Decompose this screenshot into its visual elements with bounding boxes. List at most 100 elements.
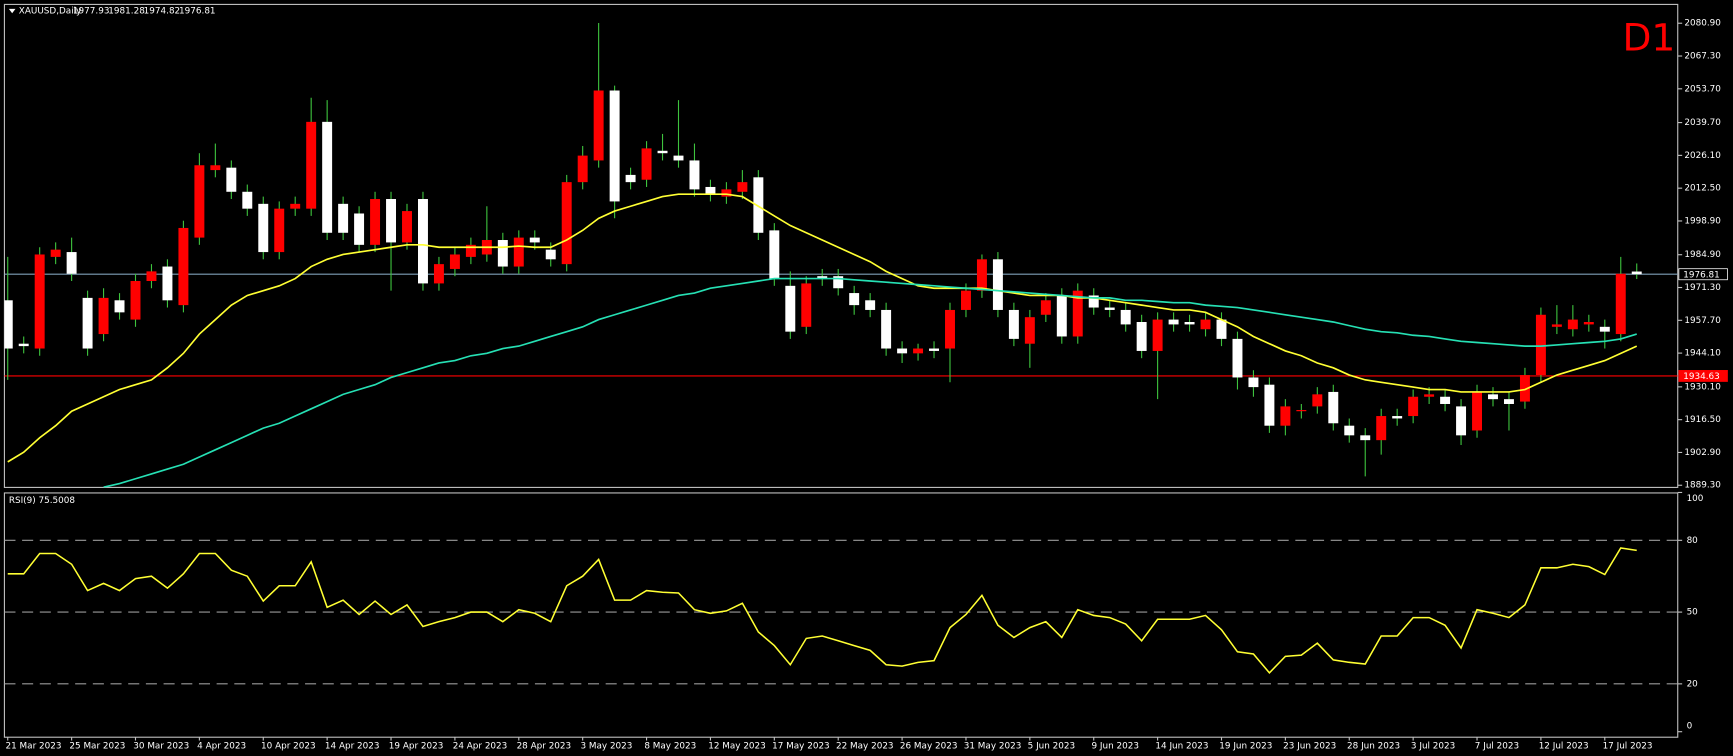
candle-body (1360, 435, 1371, 441)
x-tick-label: 19 Apr 2023 (389, 742, 444, 752)
candle-body (322, 121, 333, 233)
x-tick-label: 14 Jun 2023 (1155, 742, 1208, 752)
y-tick-label: 2053.70 (1684, 84, 1721, 94)
candle-body (1120, 309, 1131, 325)
candle-body (881, 309, 892, 349)
candle-body (1056, 295, 1067, 337)
candle-body (1200, 319, 1211, 330)
x-tick-label: 4 Apr 2023 (197, 742, 246, 752)
candle-body (1424, 394, 1435, 397)
candle-body (960, 290, 971, 310)
x-tick-label: 28 Apr 2023 (517, 742, 572, 752)
candle-body (1408, 396, 1419, 417)
x-tick-label: 7 Jul 2023 (1475, 742, 1519, 752)
candle-body (833, 276, 844, 289)
candle-body (402, 211, 412, 243)
candle-body (1168, 319, 1179, 325)
x-tick-label: 23 Jun 2023 (1283, 742, 1336, 752)
candle-body (705, 186, 716, 195)
y-tick-label: 2039.70 (1684, 118, 1721, 128)
candle-body (945, 309, 955, 349)
candle-body (1456, 406, 1467, 436)
candle-body (1072, 290, 1083, 337)
candle-body (210, 165, 221, 171)
candle-body (1184, 322, 1195, 325)
x-tick-label: 30 Mar 2023 (133, 742, 189, 752)
candle-body (976, 259, 987, 291)
candle-body (1040, 300, 1051, 315)
x-tick-label: 5 Jun 2023 (1028, 742, 1075, 752)
x-tick-label: 17 Jul 2023 (1603, 742, 1653, 752)
candle-body (721, 189, 732, 197)
main-plot (4, 22, 1678, 488)
price-label: 1934.63 (1683, 372, 1720, 382)
x-tick-label: 24 Apr 2023 (453, 742, 508, 752)
y-tick-label: 50 (1687, 608, 1699, 618)
rsi-title: RSI(9) 75.5008 (9, 496, 76, 506)
candle-body (1248, 377, 1259, 388)
candle-body (338, 203, 349, 233)
candle-body (354, 213, 365, 245)
candle-body (1440, 396, 1451, 404)
candle-body (609, 90, 620, 202)
candle-body (992, 259, 1003, 310)
candle-body (1024, 317, 1035, 344)
x-tick-label: 17 May 2023 (772, 742, 830, 752)
y-tick-label: 80 (1687, 536, 1699, 546)
candle-body (897, 348, 908, 354)
candle-body (178, 227, 189, 306)
candle-body (1136, 322, 1147, 351)
candle-body (18, 343, 29, 347)
candle-body (290, 203, 301, 209)
x-tick-label: 14 Apr 2023 (325, 742, 380, 752)
price-label-box (1678, 370, 1728, 382)
candle-body (66, 252, 77, 274)
y-tick-label: 1889.30 (1684, 481, 1721, 491)
y-tick-label: 1930.10 (1684, 382, 1721, 392)
candle-body (1280, 406, 1291, 426)
candle-body (561, 182, 572, 265)
x-tick-label: 21 Mar 2023 (6, 742, 62, 752)
y-tick-label: 2080.90 (1684, 19, 1721, 29)
candle-body (865, 300, 876, 310)
menu-triangle[interactable] (8, 8, 16, 14)
candle-body (1152, 319, 1163, 351)
candle-body (1488, 394, 1498, 400)
candle-body (417, 199, 428, 284)
rsi-line (7, 547, 1637, 675)
candle-body (513, 237, 524, 267)
candle-body (1104, 307, 1115, 310)
candle-body (1296, 410, 1307, 412)
candle-body (1503, 399, 1514, 404)
candle-body (673, 155, 684, 161)
x-tick-label: 8 May 2023 (644, 742, 696, 752)
y-tick-label: 1971.30 (1684, 283, 1721, 293)
x-tick-label: 10 Apr 2023 (261, 742, 316, 752)
candle-body (689, 160, 700, 190)
candle-body (1535, 314, 1546, 376)
candle-body (1088, 295, 1099, 308)
candle-body (1631, 271, 1642, 275)
candle-body (1551, 324, 1562, 327)
x-tick-label: 9 Jun 2023 (1092, 742, 1139, 752)
header-ohlc: 1981.28 (108, 7, 145, 17)
candle-body (801, 283, 812, 327)
candle-body (1567, 319, 1578, 330)
price-label: 1976.81 (1683, 270, 1720, 280)
candle-body (274, 208, 285, 253)
y-tick-label: 2026.10 (1684, 151, 1721, 161)
x-tick-label: 12 May 2023 (708, 742, 766, 752)
y-tick-label: 1944.10 (1684, 349, 1721, 359)
candle-body (529, 237, 540, 243)
x-tick-label: 22 May 2023 (836, 742, 894, 752)
x-tick-label: 3 May 2023 (580, 742, 632, 752)
candle-body (641, 148, 652, 180)
candle-body (370, 199, 381, 245)
candle-body (625, 174, 636, 183)
candle-body (386, 199, 397, 243)
candle-body (50, 249, 61, 257)
x-tick-label: 26 May 2023 (900, 742, 958, 752)
candle-body (226, 167, 237, 192)
